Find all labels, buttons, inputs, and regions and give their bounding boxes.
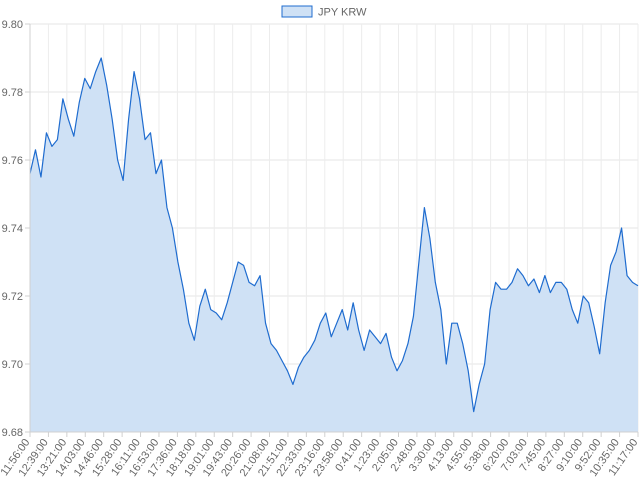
series-line-jpy-krw[interactable] — [29, 57, 639, 413]
y-tick-label: 9.80 — [2, 19, 23, 31]
legend-label-jpy-krw: JPY KRW — [318, 7, 367, 19]
y-tick-label: 9.76 — [2, 155, 23, 167]
plot-area — [29, 57, 639, 432]
series-area-jpy-krw — [30, 58, 638, 432]
y-tick-label: 9.72 — [2, 291, 23, 303]
y-tick-label: 9.68 — [2, 427, 23, 439]
legend[interactable]: JPY KRW — [281, 5, 367, 19]
y-tick-label: 9.74 — [2, 223, 23, 235]
y-tick-label: 9.78 — [2, 87, 23, 99]
legend-swatch-jpy-krw[interactable] — [281, 5, 313, 18]
y-tick-label: 9.70 — [2, 359, 23, 371]
